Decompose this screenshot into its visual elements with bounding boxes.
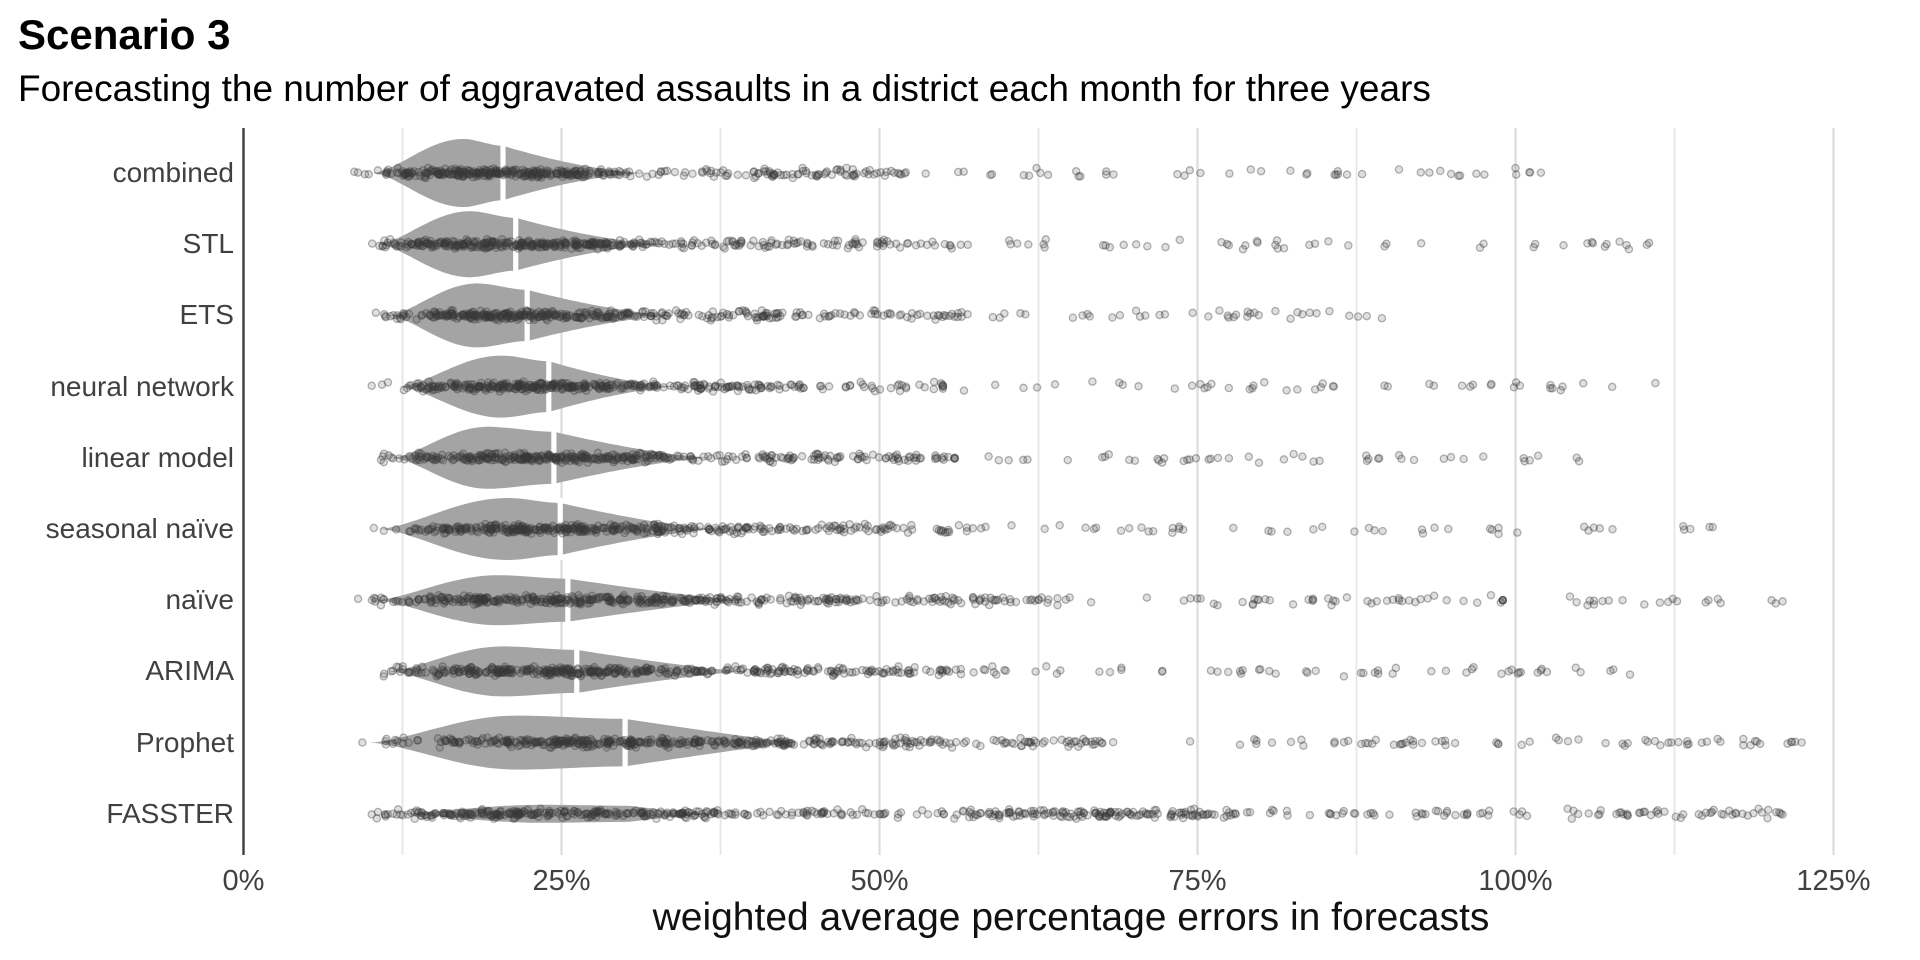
chart-subtitle: Forecasting the number of aggravated ass…	[18, 68, 1431, 109]
x-axis-tick-label-100: 100%	[1478, 865, 1553, 897]
violin-shape-na-ve	[375, 575, 743, 626]
median-gap-na-ve	[565, 573, 571, 627]
y-axis-label-neural-network: neural network	[50, 370, 234, 402]
y-axis-label-stl: STL	[182, 228, 234, 260]
y-axis-label-ets: ETS	[179, 299, 234, 331]
violin-shape-neural-network	[400, 355, 679, 418]
median-gap-ets	[524, 284, 530, 346]
median-gap-seasonal-na-ve	[557, 497, 563, 561]
y-axis-label-linear-model: linear model	[81, 441, 234, 473]
series-seasonal-na-ve	[369, 497, 1717, 561]
jitter-points-linear-model	[376, 448, 1584, 468]
median-gap-combined	[500, 140, 506, 206]
series-arima	[379, 644, 1635, 698]
median-gap-linear-model	[551, 426, 557, 489]
x-axis-tick-label-0: 0%	[222, 865, 265, 897]
median-gap-arima	[574, 644, 580, 698]
series-fasster	[367, 804, 1787, 824]
y-axis-label-combined: combined	[112, 157, 234, 188]
x-axis-tick-label-25: 25%	[532, 865, 591, 897]
x-axis-tick-label-125: 125%	[1796, 865, 1871, 897]
violin-shape-combined	[373, 139, 648, 207]
jitter-points-seasonal-na-ve	[369, 519, 1717, 539]
jitter-points-na-ve	[353, 590, 1787, 610]
median-gap-prophet	[622, 713, 628, 772]
jitter-points-prophet	[358, 733, 1806, 752]
x-axis-tick-label-50: 50%	[850, 865, 909, 897]
chart-title: Scenario 3	[18, 11, 231, 58]
series-stl	[367, 211, 1654, 278]
y-axis-label-arima: ARIMA	[145, 655, 234, 687]
violin-shape-seasonal-na-ve	[379, 498, 721, 560]
series-ets	[371, 283, 1387, 348]
jitter-points-ets	[371, 306, 1387, 325]
series-neural-network	[367, 355, 1660, 418]
jitter-points-fasster	[367, 804, 1787, 824]
y-axis-label-prophet: Prophet	[135, 726, 234, 758]
y-axis-label-seasonal-na-ve: seasonal naïve	[45, 513, 234, 544]
violin-shape-fasster	[396, 804, 715, 823]
jitter-points-stl	[367, 234, 1654, 254]
y-axis-label-fasster: FASSTER	[106, 797, 234, 829]
y-axis-label-na-ve: naïve	[165, 584, 235, 616]
violin-shape-stl	[378, 211, 670, 278]
x-axis-tick-label-75: 75%	[1168, 865, 1227, 897]
series-prophet	[358, 713, 1806, 772]
jitter-points-neural-network	[367, 377, 1660, 396]
median-gap-stl	[513, 212, 519, 276]
median-gap-neural-network	[546, 356, 552, 418]
series-combined	[350, 139, 1546, 207]
jitter-points-combined	[350, 163, 1546, 183]
series-linear-model	[376, 426, 1584, 489]
violin-shape-ets	[388, 283, 676, 348]
violin-shape-arima	[388, 646, 748, 697]
series-na-ve	[353, 573, 1787, 627]
x-axis-title: weighted average percentage errors in fo…	[652, 896, 1490, 939]
jitter-points-arima	[379, 662, 1635, 681]
violin-shape-prophet	[369, 715, 797, 770]
